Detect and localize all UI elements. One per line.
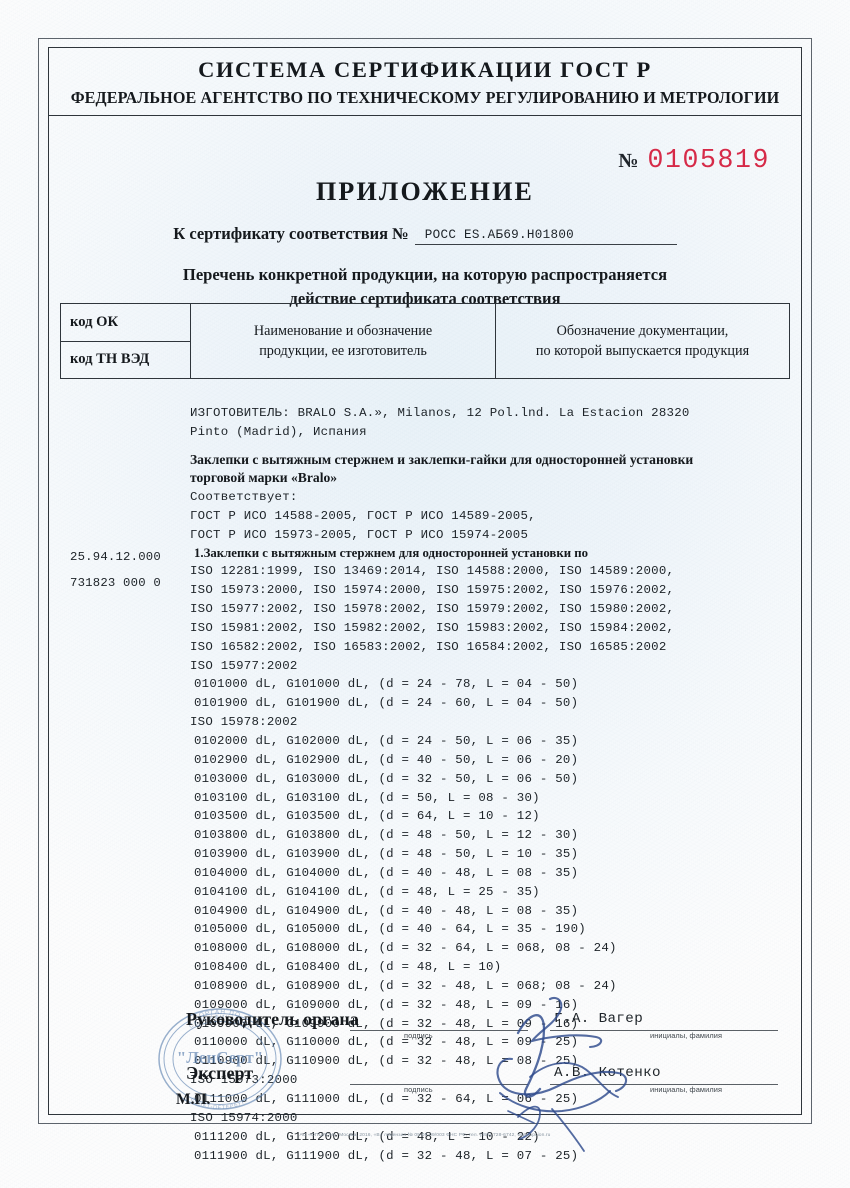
- spacer: [190, 442, 788, 451]
- gost-line-2: ГОСТ Р ИСО 15973-2005, ГОСТ Р ИСО 15974-…: [190, 527, 529, 542]
- product-item-line: 0102900 dL, G102900 dL, (d = 40 - 50, L …: [194, 752, 579, 767]
- product-table-header: код ОК код ТН ВЭД Наименование и обознач…: [60, 303, 790, 379]
- signature-row-head: Руководитель органа подпись Г.А. Вагер и…: [60, 1005, 790, 1053]
- inner-border-frame: [48, 47, 802, 1115]
- table-column-documentation: Обозначение документации, по которой вып…: [496, 304, 789, 378]
- certificate-reference: К сертификату соответствия № РОСС ES.АБ6…: [48, 224, 802, 245]
- printer-footer: АО «ОПЦИОН», Москва, 2016, «В» лицензия …: [299, 1133, 551, 1138]
- iso-standard-line: ISO 12281:1999, ISO 13469:2014, ISO 1458…: [190, 564, 675, 579]
- outer-border-frame: [38, 38, 812, 1124]
- iso-standard-line: ISO 15973:2000, ISO 15974:2000, ISO 1597…: [190, 583, 675, 598]
- document-content: СИСТЕМА СЕРТИФИКАЦИИ ГОСТ Р ФЕДЕРАЛЬНОЕ …: [48, 47, 802, 1163]
- product-group-standard: ISO 15974:2000: [190, 1110, 298, 1125]
- product-item-line: 0104000 dL, G104000 dL, (d = 40 - 48, L …: [194, 865, 579, 880]
- page-title: ПРИЛОЖЕНИЕ: [315, 177, 535, 206]
- agency-title: ФЕДЕРАЛЬНОЕ АГЕНТСТВО ПО ТЕХНИЧЕСКОМУ РЕ…: [70, 88, 780, 107]
- iso-standard-line: ISO 15981:2002, ISO 15982:2002, ISO 1598…: [190, 620, 675, 635]
- signature-block: Руководитель органа подпись Г.А. Вагер и…: [60, 1005, 790, 1107]
- product-item-line: 0103900 dL, G103900 dL, (d = 48 - 50, L …: [194, 847, 579, 862]
- signature-line-head: [350, 1030, 528, 1031]
- product-item-line: 0101000 dL, G101000 dL, (d = 24 - 78, L …: [194, 677, 579, 692]
- conforms-label: Соответствует:: [190, 490, 298, 505]
- iso-standard-line: ISO 16582:2002, ISO 16583:2002, ISO 1658…: [190, 639, 667, 654]
- product-title-line-1: Заклепки с вытяжным стержнем и заклепки-…: [190, 451, 694, 467]
- certificate-reference-value: РОСС ES.АБ69.Н01800: [424, 228, 575, 242]
- certificate-number: № 0105819: [618, 145, 770, 175]
- subtitle-line-1: Перечень конкретной продукции, на котору…: [182, 265, 668, 284]
- gost-line-1: ГОСТ Р ИСО 14588-2005, ГОСТ Р ИСО 14589-…: [190, 509, 536, 524]
- signature-caption-expert: подпись: [404, 1085, 433, 1094]
- code-ok-value: 25.94.12.000: [70, 550, 161, 564]
- product-group-standard: ISO 15978:2002: [190, 715, 298, 730]
- product-codes-column: 25.94.12.000 731823 000 0: [70, 545, 161, 597]
- product-item-line: 0103500 dL, G103500 dL, (d = 64, L = 10 …: [194, 809, 540, 824]
- product-item-line: 0105000 dL, G105000 dL, (d = 40 - 64, L …: [194, 922, 586, 937]
- table-column-codes: код ОК код ТН ВЭД: [61, 304, 191, 378]
- seal-place-label: М.П.: [176, 1091, 211, 1108]
- product-item-line: 0108900 dL, G108900 dL, (d = 32 - 48, L …: [194, 978, 617, 993]
- header-doc-line-1: Обозначение документации,: [556, 322, 729, 339]
- number-sign-symbol: №: [618, 150, 639, 172]
- header-code-tnved: код ТН ВЭД: [70, 351, 150, 368]
- header-doc-line-2: по которой выпускается продукция: [535, 343, 750, 359]
- product-item-line: 0104100 dL, G104100 dL, (d = 48, L = 25 …: [194, 884, 540, 899]
- iso-standard-line: ISO 15977:2002, ISO 15978:2002, ISO 1597…: [190, 602, 675, 617]
- signature-caption-head: подпись: [404, 1031, 433, 1040]
- signature-role-head: Руководитель органа: [186, 1009, 359, 1029]
- manufacturer-line-2: Pinto (Madrid), Испания: [190, 424, 367, 439]
- product-item-line: 0102000 dL, G102000 dL, (d = 24 - 50, L …: [194, 733, 579, 748]
- product-item-line: 0111900 dL, G111900 dL, (d = 32 - 48, L …: [194, 1148, 579, 1163]
- signer-name-head: Г.А. Вагер: [554, 1011, 644, 1027]
- header-divider: [48, 115, 802, 116]
- certificate-reference-underline: РОСС ES.АБ69.Н01800: [414, 226, 677, 245]
- signer-name-expert: А.В. Котенко: [554, 1065, 661, 1081]
- product-item-line: 0103100 dL, G103100 dL, (d = 50, L = 08 …: [194, 790, 540, 805]
- certificate-reference-label: К сертификату соответствия №: [173, 224, 409, 243]
- product-group-list: ISO 15977:2002 0101000 dL, G101000 dL, (d…: [190, 657, 788, 1166]
- signature-line-expert: [350, 1084, 528, 1085]
- product-item-line: 0104900 dL, G104900 dL, (d = 40 - 48, L …: [194, 903, 579, 918]
- product-group-standard: ISO 15977:2002: [190, 658, 298, 673]
- name-line-expert: [550, 1084, 778, 1085]
- iso-standards-list: ISO 12281:1999, ISO 13469:2014, ISO 1458…: [190, 562, 788, 656]
- header-code-ok: код ОК: [61, 304, 190, 342]
- system-title: СИСТЕМА СЕРТИФИКАЦИИ ГОСТ Р: [198, 57, 652, 82]
- name-line-head: [550, 1030, 778, 1031]
- certificate-number-value: 0105819: [647, 145, 770, 175]
- product-item-line: 0111200 dL, G111200 dL, (d = 48, L = 10 …: [194, 1129, 540, 1144]
- product-item-line: 0108000 dL, G108000 dL, (d = 32 - 64, L …: [194, 941, 617, 956]
- product-item-line: 0108400 dL, G108400 dL, (d = 48, L = 10): [194, 960, 502, 975]
- name-caption-expert: инициалы, фамилия: [650, 1085, 723, 1094]
- header-name-line-2: продукции, ее изготовитель: [259, 343, 427, 359]
- product-item-line: 0103800 dL, G103800 dL, (d = 48 - 50, L …: [194, 828, 579, 843]
- signature-row-expert: Эксперт подпись А.В. Котенко инициалы, ф…: [60, 1059, 790, 1107]
- product-item-line: 0103000 dL, G103000 dL, (d = 32 - 50, L …: [194, 771, 579, 786]
- manufacturer-line-1: ИЗГОТОВИТЕЛЬ: BRALO S.A.», Milanos, 12 P…: [190, 406, 690, 420]
- header-name-line-1: Наименование и обозначение: [253, 322, 433, 339]
- product-listing-region: 25.94.12.000 731823 000 0 ИЗГОТОВИТЕЛЬ: …: [60, 385, 790, 1163]
- document-header: СИСТЕМА СЕРТИФИКАЦИИ ГОСТ Р ФЕДЕРАЛЬНОЕ …: [48, 47, 802, 108]
- product-title-line-2: торговой марки «Bralo»: [190, 470, 338, 486]
- code-tnved-value: 731823 000 0: [70, 575, 161, 590]
- signature-role-expert: Эксперт: [186, 1063, 254, 1083]
- product-item-line: 0101900 dL, G101900 dL, (d = 24 - 60, L …: [194, 696, 579, 711]
- section-1-title: 1.Заклепки с вытяжным стержнем для однос…: [194, 545, 589, 560]
- product-description-column: ИЗГОТОВИТЕЛЬ: BRALO S.A.», Milanos, 12 P…: [190, 404, 788, 1165]
- name-caption-head: инициалы, фамилия: [650, 1031, 723, 1040]
- table-column-product-name: Наименование и обозначение продукции, ее…: [191, 304, 496, 378]
